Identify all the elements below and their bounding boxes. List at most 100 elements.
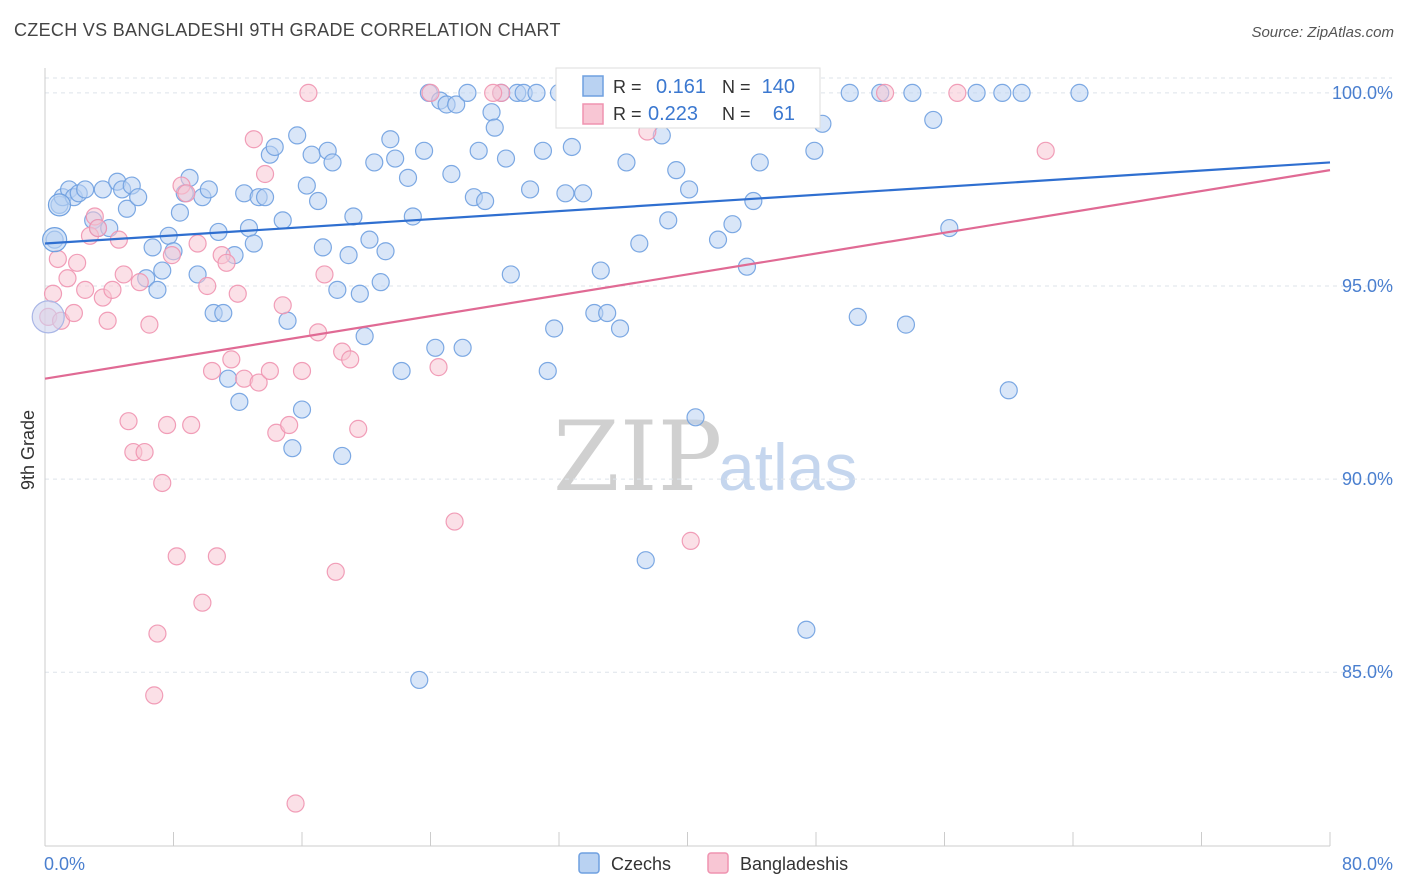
czechs-point [350, 284, 369, 303]
czechs-point [896, 315, 916, 334]
czechs-point [288, 126, 307, 145]
czechs-point [447, 95, 466, 114]
bangladeshis-legend-swatch [582, 103, 604, 125]
czechs-point [501, 265, 520, 284]
czechs-point [442, 164, 461, 184]
watermark-atlas: atlas [718, 430, 857, 504]
x-tick-label-min: 0.0% [44, 854, 85, 874]
bangladeshis-point [217, 253, 236, 272]
bangladeshis-point [43, 284, 63, 303]
bangladeshis-point [326, 562, 345, 581]
bangladeshis-point [31, 300, 65, 334]
czechs-point [381, 130, 400, 149]
bangladeshis-point [349, 419, 368, 438]
czechs-point [659, 211, 678, 230]
czechs-point [244, 234, 263, 253]
x-tick-label-max: 80.0% [1342, 854, 1393, 874]
czechs-point [76, 180, 95, 199]
bangladeshis-point [193, 593, 212, 612]
czechs-point [153, 261, 172, 280]
czechs-point [591, 261, 610, 280]
czechs-point [744, 191, 763, 211]
bangladeshis-point [148, 624, 167, 643]
bangladeshis-legend-label: Bangladeshis [740, 854, 848, 874]
czechs-point [680, 180, 699, 199]
czechs-point [117, 199, 137, 218]
bangladeshis-point [299, 83, 318, 102]
bangladeshis-point [119, 412, 138, 431]
czechs-point [328, 280, 347, 299]
czechs-n-value: 140 [762, 76, 795, 98]
czechs-point [392, 361, 411, 381]
czechs-point [308, 191, 328, 211]
czechs-point [556, 184, 575, 203]
bangladeshis-point [273, 296, 292, 315]
chart-title: CZECH VS BANGLADESHI 9TH GRADE CORRELATI… [14, 20, 561, 40]
czechs-point [333, 446, 352, 466]
y-tick-labels: 85.0% 90.0% 95.0% 100.0% [1332, 83, 1393, 682]
bangladeshis-point [255, 164, 275, 184]
czechs-point [610, 319, 630, 338]
bangladeshis-point [681, 531, 700, 550]
bangladeshis-n-label: N = [722, 104, 751, 124]
bangladeshis-point [76, 280, 95, 299]
czechs-point [230, 392, 249, 411]
czechs-point [485, 118, 504, 137]
czechs-n-label: N = [722, 77, 751, 97]
czechs-point [545, 319, 564, 338]
czechs-swatch [578, 852, 600, 874]
czechs-point [520, 180, 540, 199]
bangladeshis-point [341, 350, 360, 369]
bangladeshis-point [484, 83, 503, 102]
bangladeshis-point [162, 246, 181, 265]
y-tick-label: 95.0% [1342, 276, 1393, 296]
czechs-point [903, 83, 922, 102]
watermark: ZIP atlas [553, 401, 857, 513]
czechs-point [458, 83, 477, 102]
czechs-point [297, 176, 316, 195]
czechs-point [283, 439, 302, 458]
czechs-point [476, 191, 495, 211]
y-tick-label: 100.0% [1332, 83, 1393, 103]
czechs-point [636, 551, 655, 570]
bangladeshis-point [875, 83, 895, 102]
czechs-point [292, 400, 312, 419]
czechs-point [278, 311, 297, 330]
bangladeshis-point [140, 315, 159, 334]
bangladeshis-point [421, 83, 440, 102]
bangladeshis-point [249, 373, 268, 392]
bangladeshis-point [130, 273, 149, 292]
bangladeshis-point [260, 361, 279, 381]
bangladeshis-point [445, 512, 464, 531]
bangladeshis-point [280, 415, 299, 435]
czechs-r-label: R = [613, 77, 642, 97]
czechs-point [453, 338, 472, 357]
czechs-point [723, 215, 742, 234]
czechs-point [323, 153, 342, 172]
bangladeshis-point [948, 83, 967, 102]
czechs-point [371, 273, 390, 292]
czechs-point [426, 338, 445, 357]
bangladeshis-point [58, 269, 77, 288]
bangladeshis-point [429, 358, 448, 377]
czechs-point [403, 207, 422, 226]
bangladeshis-swatch [707, 852, 729, 874]
czechs-point [533, 141, 553, 160]
bangladeshis-point [286, 794, 305, 813]
czechs-point [967, 83, 986, 102]
czechs-point [667, 161, 686, 180]
bangladeshis-point [167, 547, 186, 566]
czechs-point [562, 137, 581, 157]
czechs-legend-label: Czechs [611, 854, 671, 874]
bangladeshis-point [135, 442, 154, 462]
czechs-point [940, 218, 959, 238]
czechs-point [993, 83, 1012, 102]
czechs-legend-swatch [582, 75, 604, 97]
bangladeshis-point [68, 253, 87, 272]
czechs-point [686, 408, 705, 427]
czechs-point [386, 149, 405, 168]
y-tick-label: 85.0% [1342, 662, 1393, 682]
czechs-point [188, 265, 207, 284]
czechs-point [219, 369, 238, 388]
bangladeshis-point [198, 276, 217, 296]
